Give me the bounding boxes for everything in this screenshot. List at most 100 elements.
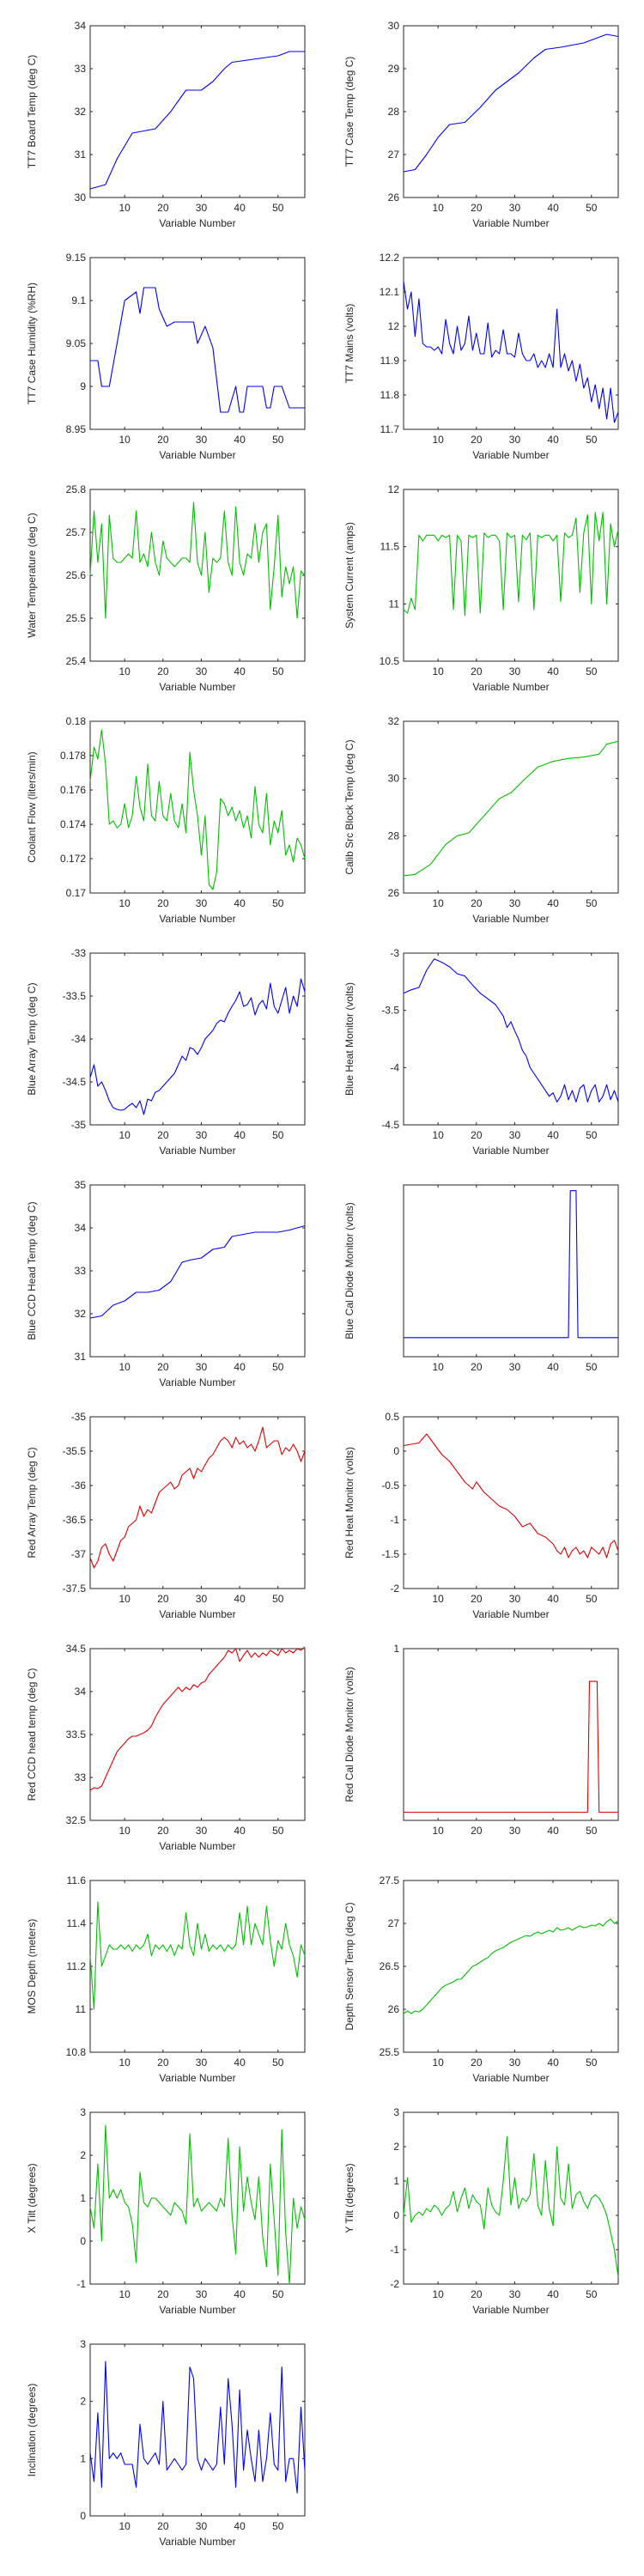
series-line bbox=[89, 978, 306, 1115]
chart-panel-19: 10 20 30 40 50 -1 0 1 2 3 Variable Number X Tilt (d… bbox=[26, 2106, 306, 2316]
x-tick-label: 30 bbox=[196, 2057, 208, 2069]
x-tick-label: 10 bbox=[432, 434, 444, 446]
y-tick-label: 30 bbox=[388, 20, 400, 32]
x-tick-label: 40 bbox=[234, 2288, 246, 2300]
x-axis-label: Variable Number bbox=[472, 217, 549, 229]
x-axis-label: Variable Number bbox=[472, 2304, 549, 2316]
x-axis-label: Variable Number bbox=[472, 681, 549, 693]
x-tick-label: 10 bbox=[118, 1593, 131, 1605]
plot-frame bbox=[403, 720, 619, 894]
chart-panel-4: 10 20 30 40 50 11.7 11.8 11.9 12 12.1 12.2 Variable… bbox=[343, 252, 619, 461]
x-tick-label: 30 bbox=[196, 2288, 208, 2300]
series-line bbox=[90, 287, 305, 413]
x-tick-label: 10 bbox=[118, 2520, 131, 2532]
y-tick-label: 26 bbox=[388, 191, 400, 204]
y-tick-label: -2 bbox=[390, 1583, 399, 1595]
series-line bbox=[403, 958, 619, 1103]
x-tick-label: 10 bbox=[118, 2057, 131, 2069]
x-tick-label: 10 bbox=[432, 1361, 444, 1373]
y-axis-label: TT7 Case Temp (deg C) bbox=[343, 57, 355, 167]
y-tick-label: -3 bbox=[390, 947, 399, 959]
series-line bbox=[404, 1680, 618, 1814]
y-tick-label: 27 bbox=[388, 1917, 400, 1929]
x-tick-label: 50 bbox=[586, 897, 598, 909]
y-tick-label: 30 bbox=[388, 773, 400, 785]
x-tick-label: 10 bbox=[432, 1129, 444, 1141]
x-tick-label: 30 bbox=[509, 1825, 521, 1837]
x-tick-label: 40 bbox=[234, 202, 246, 214]
y-tick-label: 0 bbox=[393, 2209, 399, 2221]
series-line bbox=[89, 1901, 306, 2010]
y-tick-label: 2 bbox=[80, 2396, 86, 2408]
x-tick-label: 20 bbox=[157, 434, 169, 446]
series-line bbox=[89, 1426, 306, 1569]
x-tick-label: 30 bbox=[509, 897, 521, 909]
x-tick-label: 50 bbox=[586, 1593, 598, 1605]
plot-frame bbox=[403, 25, 619, 198]
x-tick-label: 50 bbox=[272, 1361, 284, 1373]
chart-panel-8: 10 20 30 40 50 26 28 30 32 Variable Number Calib S… bbox=[343, 715, 619, 925]
x-tick-label: 20 bbox=[471, 2288, 483, 2300]
chart-panel-20: 10 20 30 40 50 -2 -1 0 1 2 3 Variable Number Y Tilt … bbox=[343, 2106, 619, 2316]
y-tick-label: 11.7 bbox=[380, 423, 400, 435]
plot-frame bbox=[89, 720, 306, 894]
x-tick-label: 50 bbox=[272, 1593, 284, 1605]
y-tick-label: 2 bbox=[80, 2149, 86, 2161]
series-line bbox=[403, 281, 619, 423]
y-tick-label: 12 bbox=[388, 320, 400, 332]
y-tick-label: -36 bbox=[71, 1479, 87, 1492]
x-axis-label: Variable Number bbox=[159, 217, 235, 229]
y-tick-label: 0.174 bbox=[60, 818, 86, 830]
y-tick-label: 31 bbox=[75, 149, 87, 161]
y-axis-label: TT7 Case Humidity (%RH) bbox=[26, 283, 38, 404]
chart-panel-7: 10 20 30 40 50 0.17 0.172 0.174 0.176 0.178 0.18 Va… bbox=[26, 715, 306, 925]
plot-frame bbox=[403, 1184, 619, 1358]
x-tick-label: 40 bbox=[234, 2057, 246, 2069]
series-line bbox=[403, 1433, 619, 1558]
y-axis-label: Water Temperature (deg C) bbox=[26, 513, 38, 637]
y-tick-label: 26 bbox=[388, 2003, 400, 2015]
y-axis-label: Blue Cal Diode Monitor (volts) bbox=[343, 1202, 355, 1339]
y-tick-label: 33.5 bbox=[66, 1728, 87, 1741]
y-tick-label: 9.05 bbox=[66, 337, 87, 349]
x-tick-label: 40 bbox=[234, 1129, 246, 1141]
chart-panel-5: 10 20 30 40 50 25.4 25.5 25.6 25.7 25.8 Variable N… bbox=[26, 483, 306, 693]
y-tick-label: 0.5 bbox=[385, 1411, 399, 1423]
y-tick-label: 0.172 bbox=[60, 853, 86, 865]
x-tick-label: 30 bbox=[509, 2057, 521, 2069]
y-tick-label: 31 bbox=[75, 1351, 87, 1363]
plot-frame bbox=[403, 257, 619, 430]
x-tick-label: 50 bbox=[272, 434, 284, 446]
x-tick-label: 40 bbox=[547, 1593, 559, 1605]
y-tick-label: 12.2 bbox=[380, 252, 400, 264]
x-tick-label: 50 bbox=[586, 1825, 598, 1837]
y-tick-label: 25.5 bbox=[66, 612, 87, 624]
x-tick-label: 40 bbox=[547, 1361, 559, 1373]
y-tick-label: 25.8 bbox=[66, 483, 87, 495]
x-tick-label: 40 bbox=[234, 2520, 246, 2532]
y-tick-label: -1 bbox=[76, 2278, 86, 2290]
y-axis-label: Red CCD head temp (deg C) bbox=[26, 1668, 38, 1801]
y-tick-label: -0.5 bbox=[381, 1479, 399, 1492]
series-line bbox=[89, 2360, 306, 2494]
x-axis-label: Variable Number bbox=[472, 913, 549, 925]
y-tick-label: 32 bbox=[75, 106, 87, 118]
y-tick-label: 0.17 bbox=[66, 887, 87, 899]
plot-frame bbox=[89, 1648, 306, 1821]
x-tick-label: 10 bbox=[118, 2288, 131, 2300]
y-tick-label: 9.1 bbox=[71, 295, 86, 307]
y-tick-label: 11.4 bbox=[67, 1917, 87, 1929]
y-tick-label: 1 bbox=[80, 2192, 86, 2204]
series-line bbox=[89, 1646, 306, 1791]
series-line bbox=[403, 512, 619, 617]
x-tick-label: 10 bbox=[432, 1593, 444, 1605]
y-tick-label: -34.5 bbox=[63, 1076, 87, 1088]
x-tick-label: 50 bbox=[272, 665, 284, 677]
y-tick-label: 9 bbox=[80, 380, 86, 392]
y-tick-label: -4.5 bbox=[381, 1119, 399, 1131]
x-tick-label: 50 bbox=[272, 897, 284, 909]
y-tick-label: 11.5 bbox=[380, 541, 400, 553]
y-tick-label: 32 bbox=[388, 715, 400, 727]
x-tick-label: 30 bbox=[509, 434, 521, 446]
x-tick-label: 40 bbox=[547, 665, 559, 677]
